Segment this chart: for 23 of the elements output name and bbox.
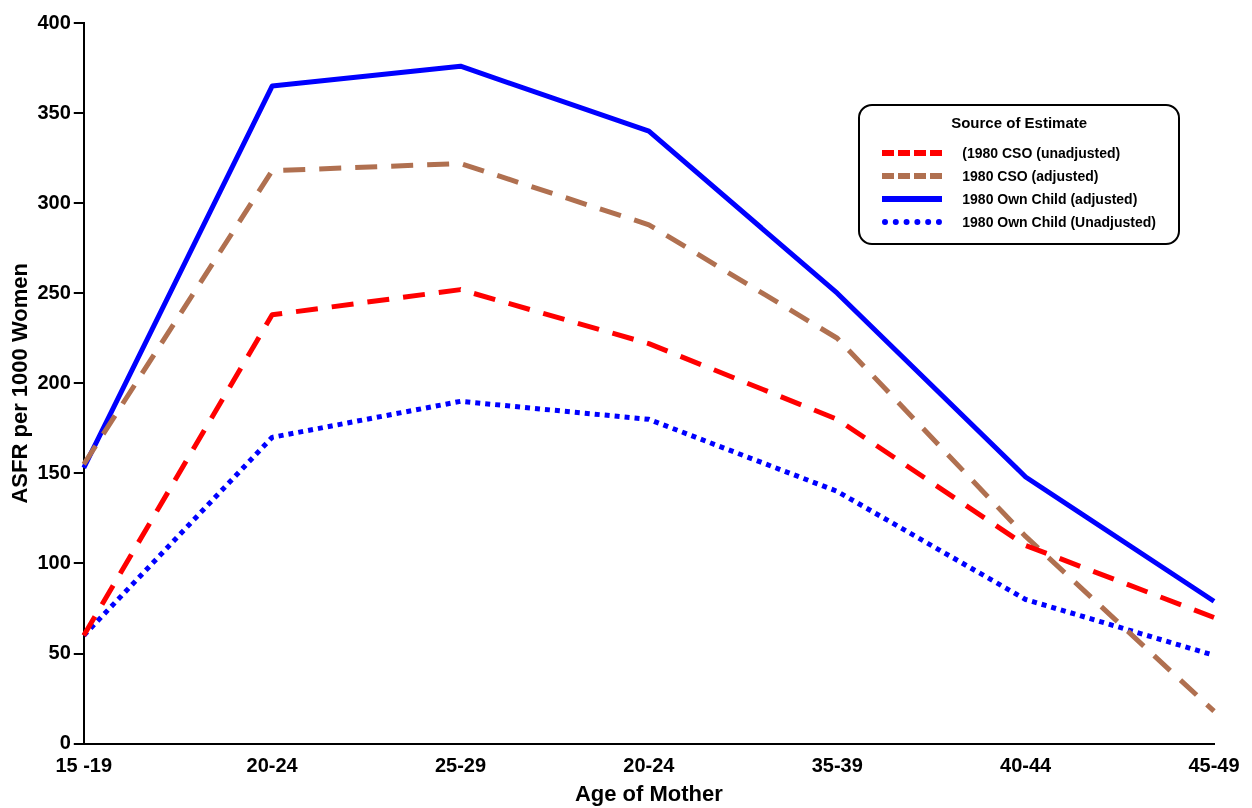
x-axis-title: Age of Mother <box>574 780 724 806</box>
y-tick-label: 150 <box>37 460 71 483</box>
legend-label: 1980 Own Child (Unadjusted) <box>962 213 1156 230</box>
y-tick-label: 350 <box>37 100 71 123</box>
legend-label: (1980 CSO (unadjusted) <box>962 144 1121 161</box>
x-tick-label: 40-44 <box>1000 754 1053 777</box>
x-tick-label: 35-39 <box>811 754 863 777</box>
x-tick-label: 20-24 <box>246 754 299 777</box>
x-tick-label: 25-29 <box>434 754 487 777</box>
x-tick-label: 45-49 <box>1188 754 1240 777</box>
y-tick-label: 250 <box>37 280 71 303</box>
y-tick-label: 200 <box>37 370 71 393</box>
y-tick-label: 300 <box>37 190 71 213</box>
y-tick-label: 100 <box>37 550 71 573</box>
legend-title: Source of Estimate <box>950 114 1089 131</box>
y-axis-title: ASFR per 1000 Women <box>7 263 33 504</box>
y-tick-label: 0 <box>59 731 71 754</box>
x-tick-label: 20-24 <box>623 754 676 777</box>
x-tick-label: 15 -19 <box>55 754 113 777</box>
y-tick-label: 50 <box>48 641 71 664</box>
legend-label: 1980 CSO (adjusted) <box>962 167 1099 184</box>
y-tick-label: 400 <box>37 10 71 33</box>
legend-label: 1980 Own Child (adjusted) <box>962 190 1138 207</box>
